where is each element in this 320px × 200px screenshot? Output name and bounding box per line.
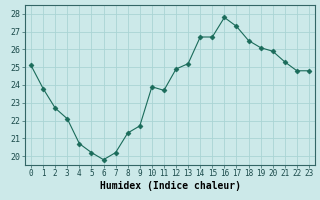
X-axis label: Humidex (Indice chaleur): Humidex (Indice chaleur) [100, 181, 241, 191]
